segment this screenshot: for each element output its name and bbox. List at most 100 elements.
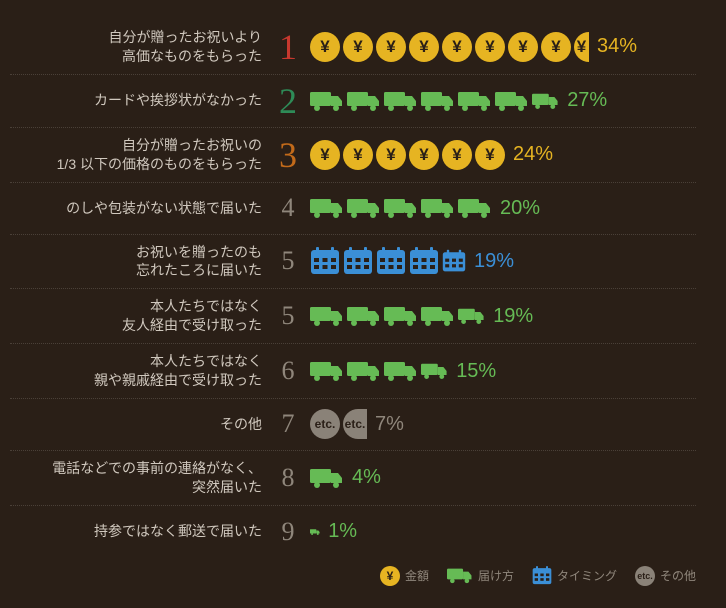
truck-icon bbox=[384, 90, 418, 112]
row-label: その他 bbox=[10, 415, 270, 434]
ranking-row: 本人たちではなく親や親戚経由で受け取った6 15% bbox=[10, 344, 696, 399]
truck-icon bbox=[495, 90, 529, 112]
calendar-icon bbox=[532, 566, 552, 585]
yen-icon: ¥ bbox=[380, 566, 400, 586]
percentage: 20% bbox=[500, 197, 540, 220]
icon-bar bbox=[310, 360, 448, 382]
ranking-row: その他7etc.etc.7% bbox=[10, 399, 696, 451]
yen-icon: ¥ bbox=[343, 140, 373, 170]
icon-bar bbox=[310, 467, 344, 489]
ranking-row: 持参ではなく郵送で届いた9 1% bbox=[10, 506, 696, 558]
truck-icon bbox=[347, 305, 381, 327]
row-label: 本人たちではなく友人経由で受け取った bbox=[10, 297, 270, 335]
truck-icon bbox=[384, 197, 418, 219]
legend-label: 金額 bbox=[405, 567, 429, 584]
rank-number: 2 bbox=[272, 83, 304, 119]
etc-icon: etc. bbox=[635, 566, 655, 586]
percentage: 4% bbox=[352, 466, 381, 489]
calendar-icon bbox=[409, 247, 439, 275]
percentage: 27% bbox=[567, 89, 607, 112]
rank-number: 8 bbox=[272, 465, 304, 491]
calendar-icon bbox=[310, 247, 340, 275]
legend-item: 届け方 bbox=[447, 567, 514, 584]
legend: ¥ 金額 届け方 タイミング etc. その他 bbox=[10, 566, 696, 586]
ranking-row: カードや挨拶状がなかった2 27% bbox=[10, 75, 696, 128]
truck-icon bbox=[347, 197, 381, 219]
rank-number: 5 bbox=[272, 303, 304, 329]
legend-label: その他 bbox=[660, 567, 696, 584]
legend-item: ¥ 金額 bbox=[380, 566, 429, 586]
row-label: カードや挨拶状がなかった bbox=[10, 91, 270, 110]
yen-icon: ¥ bbox=[376, 140, 406, 170]
rank-number: 7 bbox=[272, 411, 304, 437]
icon-bar: etc.etc. bbox=[310, 409, 367, 439]
truck-icon bbox=[458, 197, 492, 219]
percentage: 15% bbox=[456, 360, 496, 383]
yen-icon: ¥ bbox=[442, 32, 472, 62]
row-label: 自分が贈ったお祝いの1/3 以下の価格のものをもらった bbox=[10, 136, 270, 174]
truck-icon bbox=[458, 305, 485, 327]
percentage: 7% bbox=[375, 413, 404, 436]
truck-icon bbox=[421, 90, 455, 112]
yen-icon: ¥ bbox=[343, 32, 373, 62]
truck-icon bbox=[310, 360, 344, 382]
rank-number: 4 bbox=[272, 195, 304, 221]
row-label: 自分が贈ったお祝いより高価なものをもらった bbox=[10, 28, 270, 66]
etc-icon: etc. bbox=[343, 409, 367, 439]
etc-icon: etc. bbox=[310, 409, 340, 439]
yen-icon: ¥ bbox=[508, 32, 538, 62]
row-label: お祝いを贈ったのも忘れたころに届いた bbox=[10, 243, 270, 281]
yen-icon: ¥ bbox=[409, 32, 439, 62]
truck-icon bbox=[347, 90, 381, 112]
truck-icon bbox=[447, 567, 473, 584]
truck-icon bbox=[384, 305, 418, 327]
icon-bar: ¥¥¥¥¥¥¥¥¥ bbox=[310, 32, 589, 62]
truck-icon bbox=[310, 197, 344, 219]
truck-icon bbox=[384, 360, 418, 382]
yen-icon: ¥ bbox=[310, 32, 340, 62]
percentage: 19% bbox=[493, 305, 533, 328]
truck-icon bbox=[532, 90, 559, 112]
ranking-row: 電話などでの事前の連絡がなく、突然届いた8 4% bbox=[10, 451, 696, 506]
rank-number: 3 bbox=[272, 137, 304, 173]
ranking-row: のしや包装がない状態で届いた4 20% bbox=[10, 183, 696, 235]
yen-icon: ¥ bbox=[409, 140, 439, 170]
yen-icon: ¥ bbox=[574, 32, 589, 62]
row-label: のしや包装がない状態で届いた bbox=[10, 199, 270, 218]
yen-icon: ¥ bbox=[376, 32, 406, 62]
row-label: 持参ではなく郵送で届いた bbox=[10, 522, 270, 541]
icon-bar bbox=[310, 90, 559, 112]
truck-icon bbox=[310, 467, 344, 489]
legend-item: タイミング bbox=[532, 566, 617, 585]
calendar-icon bbox=[442, 247, 466, 275]
calendar-icon bbox=[376, 247, 406, 275]
truck-icon bbox=[458, 90, 492, 112]
percentage: 19% bbox=[474, 250, 514, 273]
truck-icon bbox=[347, 360, 381, 382]
truck-icon bbox=[310, 305, 344, 327]
icon-bar: ¥¥¥¥¥¥ bbox=[310, 140, 505, 170]
rank-number: 9 bbox=[272, 519, 304, 545]
legend-item: etc. その他 bbox=[635, 566, 696, 586]
rank-number: 6 bbox=[272, 358, 304, 384]
yen-icon: ¥ bbox=[442, 140, 472, 170]
icon-bar bbox=[310, 521, 320, 543]
rank-number: 5 bbox=[272, 248, 304, 274]
icon-bar bbox=[310, 305, 485, 327]
legend-label: タイミング bbox=[557, 567, 617, 584]
ranking-row: お祝いを贈ったのも忘れたころに届いた5 bbox=[10, 235, 696, 290]
legend-label: 届け方 bbox=[478, 567, 514, 584]
icon-bar bbox=[310, 197, 492, 219]
percentage: 1% bbox=[328, 520, 357, 543]
row-label: 電話などでの事前の連絡がなく、突然届いた bbox=[10, 459, 270, 497]
ranking-row: 自分が贈ったお祝いの1/3 以下の価格のものをもらった3¥¥¥¥¥¥ 24% bbox=[10, 128, 696, 183]
ranking-row: 本人たちではなく友人経由で受け取った5 19% bbox=[10, 289, 696, 344]
truck-icon bbox=[421, 305, 455, 327]
percentage: 24% bbox=[513, 143, 553, 166]
yen-icon: ¥ bbox=[475, 140, 505, 170]
truck-icon bbox=[310, 90, 344, 112]
truck-icon bbox=[421, 360, 448, 382]
yen-icon: ¥ bbox=[475, 32, 505, 62]
yen-icon: ¥ bbox=[541, 32, 571, 62]
ranking-chart: 自分が贈ったお祝いより高価なものをもらった1¥¥¥¥¥¥¥¥¥34%カードや挨拶… bbox=[10, 20, 696, 558]
